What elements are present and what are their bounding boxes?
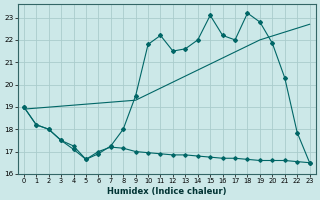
X-axis label: Humidex (Indice chaleur): Humidex (Indice chaleur) [107,187,227,196]
